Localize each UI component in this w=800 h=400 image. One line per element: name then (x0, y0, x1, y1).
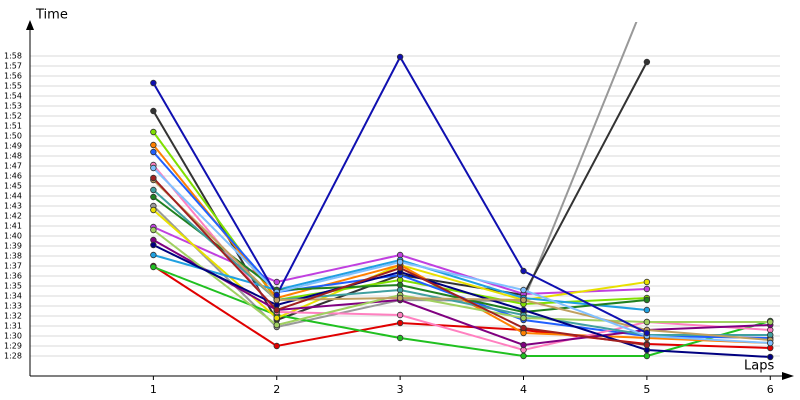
point (520, 267, 527, 275)
point (273, 278, 280, 286)
y-tick-label: 1:49 (4, 142, 22, 151)
point (767, 353, 774, 361)
point (150, 251, 157, 259)
point (520, 352, 527, 360)
point (643, 352, 651, 360)
point (520, 341, 527, 349)
y-tick-label: 1:42 (4, 212, 22, 221)
point (767, 339, 774, 347)
point (520, 324, 527, 332)
x-axis-label: Laps (744, 359, 774, 374)
y-tick-label: 1:35 (4, 282, 22, 291)
point (150, 226, 157, 234)
y-tick-label: 1:51 (4, 122, 22, 131)
point (396, 264, 404, 272)
y-tick-label: 1:48 (4, 152, 22, 161)
point (396, 294, 404, 302)
point (273, 314, 280, 322)
point (150, 174, 157, 182)
point (643, 285, 651, 293)
point (150, 186, 157, 194)
x-tick-label: 4 (520, 383, 527, 396)
point (273, 342, 280, 350)
point (643, 318, 651, 326)
point (396, 258, 404, 266)
y-axis-arrow (26, 20, 34, 30)
y-tick-label: 1:41 (4, 222, 22, 231)
y-tick-label: 1:29 (4, 342, 22, 351)
y-tick-label: 1:40 (4, 232, 22, 241)
y-tick-label: 1:58 (4, 52, 22, 61)
series-line (152, 244, 771, 358)
y-tick-label: 1:38 (4, 252, 22, 261)
y-tick-label: 1:53 (4, 102, 22, 111)
y-tick-label: 1:52 (4, 112, 22, 121)
y-tick-label: 1:46 (4, 172, 22, 181)
plot-area (150, 22, 774, 361)
point (396, 319, 404, 327)
y-tick-label: 1:43 (4, 202, 22, 211)
y-tick-label: 1:45 (4, 182, 22, 191)
y-tick-label: 1:32 (4, 312, 22, 321)
point (643, 58, 651, 66)
y-tick-label: 1:54 (4, 92, 22, 101)
y-tick-label: 1:37 (4, 262, 22, 271)
point (150, 141, 157, 149)
point (643, 278, 651, 286)
y-tick-label: 1:44 (4, 192, 22, 201)
x-axis-arrow (782, 372, 794, 380)
point (273, 306, 280, 314)
point (150, 263, 157, 271)
y-tick-label: 1:56 (4, 72, 22, 81)
y-tick-label: 1:31 (4, 322, 22, 331)
x-tick-label: 2 (273, 383, 280, 396)
y-tick-label: 1:57 (4, 62, 22, 71)
y-tick-label: 1:55 (4, 82, 22, 91)
y-tick-label: 1:30 (4, 332, 22, 341)
point (150, 164, 157, 172)
series-line (152, 189, 771, 336)
point (643, 306, 651, 314)
y-axis-label: Time (35, 8, 68, 23)
x-tick-label: 6 (767, 383, 774, 396)
point (150, 241, 157, 249)
series-line (152, 167, 771, 344)
x-tick-label: 3 (397, 383, 404, 396)
point (520, 296, 527, 304)
point (150, 193, 157, 201)
y-tick-label: 1:33 (4, 302, 22, 311)
y-tick-label: 1:39 (4, 242, 22, 251)
point (643, 296, 651, 304)
x-tick-label: 1 (150, 383, 157, 396)
point (520, 286, 527, 294)
point (520, 314, 527, 322)
point (150, 128, 157, 136)
tick-labels: 1:281:291:301:311:321:331:341:351:361:37… (4, 52, 774, 397)
point (273, 321, 280, 329)
point (767, 318, 774, 326)
y-tick-label: 1:50 (4, 132, 22, 141)
point (520, 306, 527, 314)
y-tick-label: 1:47 (4, 162, 22, 171)
series-line (152, 229, 771, 327)
series-line (152, 239, 771, 347)
point (150, 206, 157, 214)
y-tick-label: 1:36 (4, 272, 22, 281)
point (643, 329, 651, 337)
point (150, 148, 157, 156)
point (396, 311, 404, 319)
y-tick-label: 1:34 (4, 292, 22, 301)
point (273, 291, 280, 299)
point (150, 107, 157, 115)
point (396, 53, 404, 61)
point (150, 79, 157, 87)
point (396, 334, 404, 342)
point (643, 341, 651, 349)
y-tick-label: 1:28 (4, 352, 22, 361)
series-line (152, 265, 771, 349)
x-tick-label: 5 (643, 383, 650, 396)
